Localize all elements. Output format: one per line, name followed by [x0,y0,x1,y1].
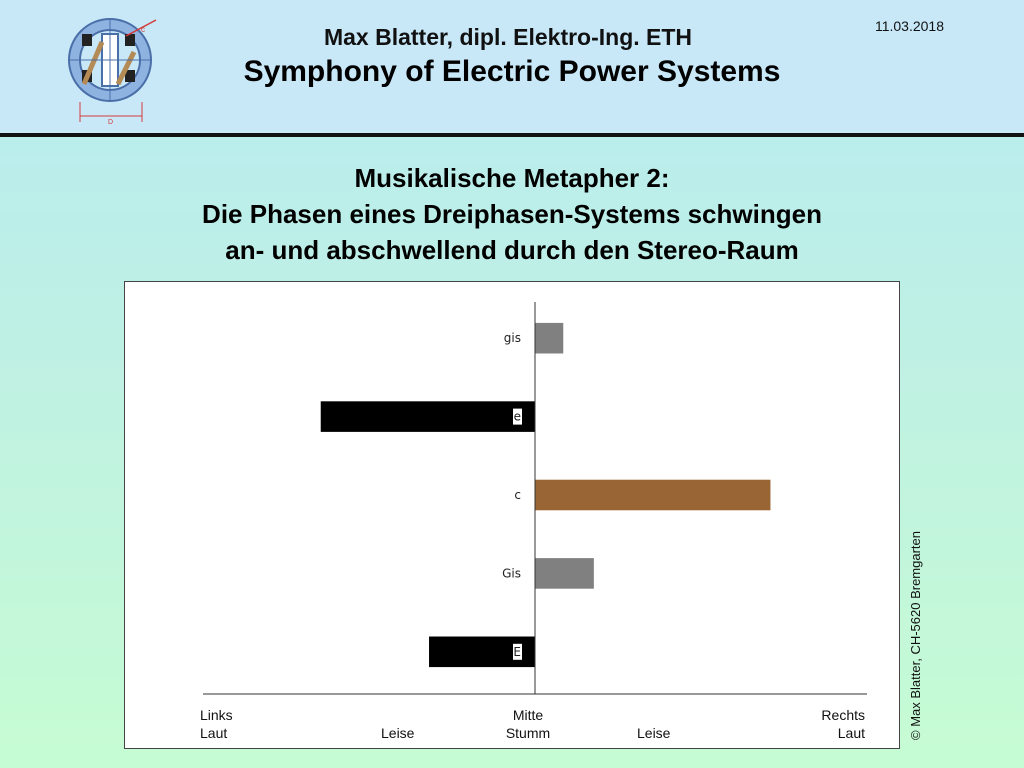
bar-c [535,479,771,511]
category-label-e: e [514,410,521,424]
axis-label-right-line1: Rechts [821,707,865,723]
axis-label-left-mid: Leise [381,725,415,741]
axis-label-right-line2: Laut [837,725,865,741]
category-label-c: c [514,488,521,502]
motor-cross-section-logo-icon: c D [68,18,157,126]
axis-label-center: Mitte Stumm [503,706,553,742]
slide-date: 11.03.2018 [874,18,944,34]
category-label-bg-e [513,408,522,425]
author-line: Max Blatter, dipl. Elektro-Ing. ETH [323,24,693,50]
axis-label-left-line2: Laut [200,725,228,741]
bar-gis [535,322,564,354]
svg-text:c: c [141,25,145,34]
svg-text:D: D [108,119,113,126]
axis-label-right-mid: Leise [637,725,671,741]
heading-line-2: Die Phasen eines Dreiphasen-Systems schw… [202,199,822,229]
bar-e [320,401,535,432]
chart-canvas: gis e c Gis E [203,302,867,695]
category-label-bg-E [513,643,522,660]
category-label-gis: gis [504,331,521,345]
stereo-bar-chart: gis e c Gis E Links Laut Leise Mitte Stumm L… [124,281,900,749]
axis-label-right: Rechts Laut [805,706,865,742]
bar-Gis [535,558,594,589]
axis-label-left: Links Laut [200,706,233,742]
heading-line-1: Musikalische Metapher 2: [354,163,670,193]
axis-label-center-line1: Mitte [512,707,544,723]
axis-label-left-line1: Links [200,707,233,723]
copyright-notice: © Max Blatter, CH-5620 Bremgarten [908,531,923,740]
slide-heading: Musikalische Metapher 2: Die Phasen eine… [0,160,1024,268]
heading-line-3: an- und abschwellend durch den Stereo-Ra… [225,235,799,265]
axis-label-center-line2: Stumm [505,725,551,741]
category-label-E: E [513,645,521,659]
presentation-title: Symphony of Electric Power Systems [243,55,781,88]
category-label-Gis: Gis [502,566,521,580]
slide-header: c D Max Blatter, dipl. Elektro-Ing. ETH … [0,0,1024,137]
